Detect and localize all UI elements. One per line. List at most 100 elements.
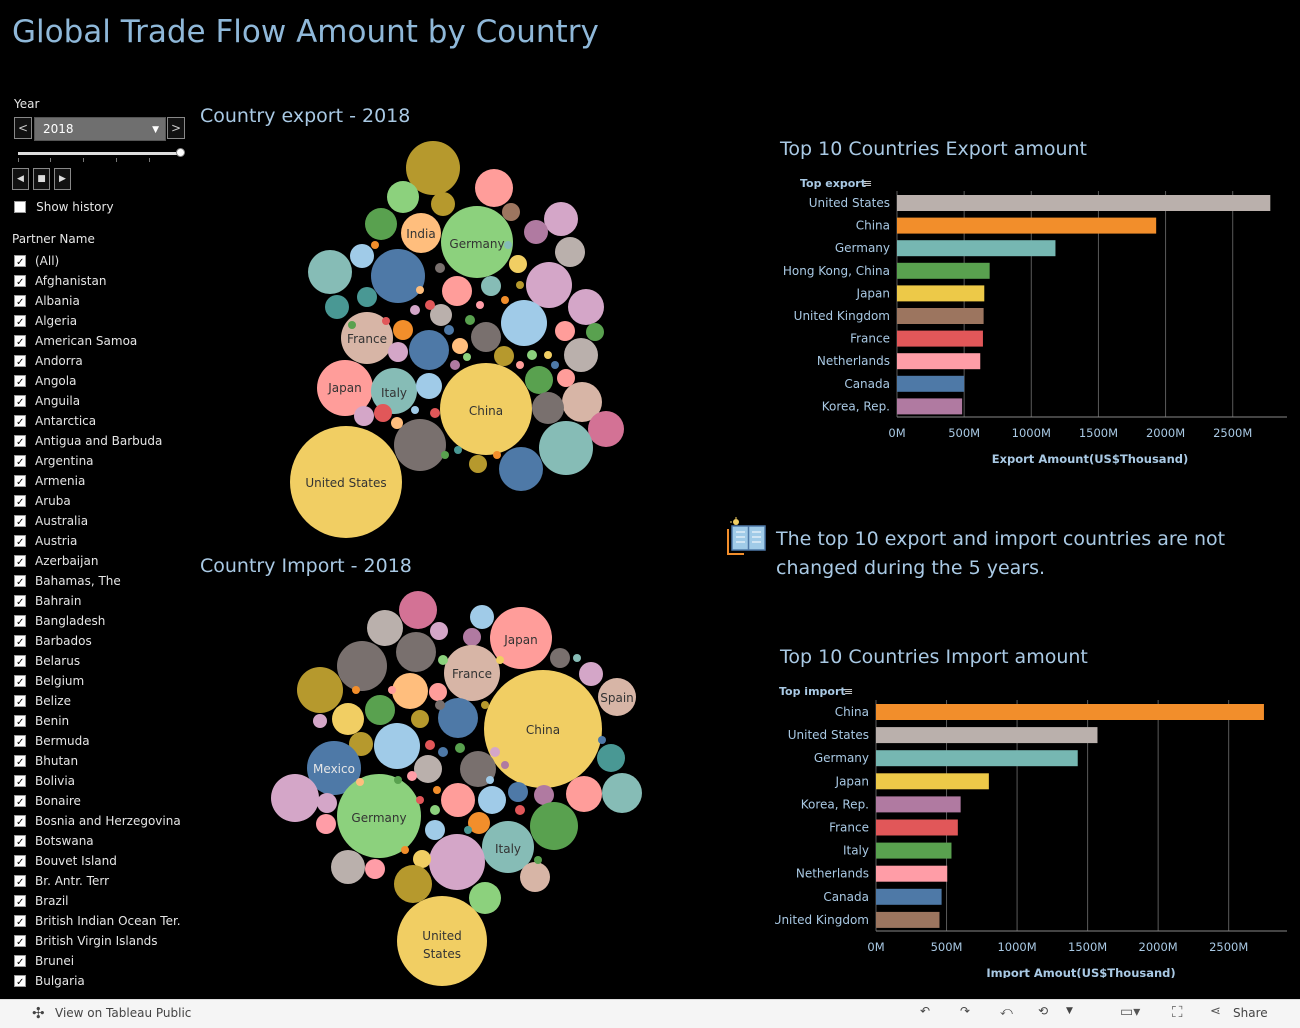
- bubble[interactable]: [475, 169, 513, 207]
- checkbox[interactable]: [14, 253, 26, 273]
- show-history-toggle[interactable]: Show history: [14, 196, 114, 214]
- bar[interactable]: [876, 704, 1264, 720]
- checkbox[interactable]: [14, 313, 26, 333]
- checkbox[interactable]: [14, 613, 26, 633]
- year-next-button[interactable]: >: [167, 117, 185, 139]
- share-icon[interactable]: ⋖: [1210, 1004, 1221, 1019]
- partner-filter-item[interactable]: Barbados: [14, 630, 194, 653]
- partner-filter-item[interactable]: Bonaire: [14, 790, 194, 813]
- partner-filter-item[interactable]: Brazil: [14, 890, 194, 913]
- bar[interactable]: [897, 262, 990, 279]
- checkbox[interactable]: [14, 653, 26, 673]
- bubble[interactable]: [588, 411, 624, 447]
- bar[interactable]: [876, 796, 961, 813]
- partner-filter-item[interactable]: Bouvet Island: [14, 850, 194, 873]
- checkbox[interactable]: [14, 453, 26, 473]
- bubble[interactable]: [430, 304, 452, 326]
- bar[interactable]: [897, 240, 1056, 257]
- partner-filter-item[interactable]: Azerbaijan: [14, 550, 194, 573]
- bar[interactable]: [897, 195, 1271, 211]
- checkbox[interactable]: [14, 353, 26, 373]
- fullscreen-icon[interactable]: ⛶: [1172, 1003, 1183, 1021]
- comment-icon[interactable]: ▭▾: [1120, 1004, 1141, 1020]
- bar[interactable]: [876, 865, 948, 882]
- year-prev-button[interactable]: <: [14, 117, 32, 139]
- bubble[interactable]: [416, 373, 442, 399]
- checkbox[interactable]: [14, 273, 26, 293]
- partner-filter-item[interactable]: Bosnia and Herzegovina: [14, 810, 194, 833]
- bubble[interactable]: [409, 330, 449, 370]
- bubble[interactable]: [452, 338, 468, 354]
- undo-icon[interactable]: ↶: [920, 1004, 931, 1018]
- bar[interactable]: [876, 819, 958, 836]
- import-bar-chart[interactable]: Top import≡ 0M 500M 1000M 1500M 2000M 2500M Chi…: [775, 678, 1290, 978]
- partner-filter-item[interactable]: British Virgin Islands: [14, 930, 194, 953]
- bubble[interactable]: [325, 295, 349, 319]
- bubble[interactable]: [502, 203, 520, 221]
- bubble[interactable]: [501, 300, 547, 346]
- bar[interactable]: [876, 727, 1098, 744]
- checkbox[interactable]: [14, 533, 26, 553]
- bubble[interactable]: [317, 360, 373, 416]
- checkbox[interactable]: [14, 913, 26, 933]
- bubble[interactable]: [555, 321, 575, 341]
- bubble[interactable]: [539, 421, 593, 475]
- sort-icon[interactable]: ≡: [844, 685, 853, 698]
- partner-filter-item[interactable]: Algeria: [14, 310, 194, 333]
- checkbox[interactable]: [14, 693, 26, 713]
- partner-filter-item[interactable]: (All): [14, 250, 194, 273]
- partner-filter-item[interactable]: Austria: [14, 530, 194, 553]
- bubble[interactable]: [393, 320, 413, 340]
- partner-filter-item[interactable]: Belize: [14, 690, 194, 713]
- chevron-down-icon[interactable]: ▼: [1066, 1006, 1073, 1016]
- bubble[interactable]: [440, 363, 532, 455]
- partner-filter-item[interactable]: Bolivia: [14, 770, 194, 793]
- checkbox[interactable]: [14, 493, 26, 513]
- partner-filter-item[interactable]: Benin: [14, 710, 194, 733]
- step-forward-button[interactable]: ▶: [54, 168, 71, 190]
- bubble[interactable]: [365, 208, 397, 240]
- checkbox[interactable]: [14, 833, 26, 853]
- checkbox[interactable]: [14, 553, 26, 573]
- checkbox[interactable]: [14, 333, 26, 353]
- bubble[interactable]: [391, 417, 403, 429]
- bubble[interactable]: [494, 346, 514, 366]
- bubble[interactable]: [568, 289, 604, 325]
- bubble[interactable]: [557, 369, 575, 387]
- checkbox[interactable]: [14, 473, 26, 493]
- bubble[interactable]: [555, 237, 585, 267]
- partner-filter-item[interactable]: Australia: [14, 510, 194, 533]
- partner-filter-item[interactable]: Bermuda: [14, 730, 194, 753]
- partner-filter-item[interactable]: Brunei: [14, 950, 194, 973]
- year-slider[interactable]: [18, 152, 182, 162]
- bubble[interactable]: [526, 262, 572, 308]
- partner-filter-item[interactable]: Afghanistan: [14, 270, 194, 293]
- bubble[interactable]: [357, 287, 377, 307]
- bubble[interactable]: [532, 392, 564, 424]
- checkbox[interactable]: [14, 413, 26, 433]
- bar[interactable]: [897, 217, 1157, 234]
- checkbox[interactable]: [14, 733, 26, 753]
- bar[interactable]: [897, 353, 981, 370]
- partner-filter-item[interactable]: Bulgaria: [14, 970, 194, 993]
- partner-filter-item[interactable]: Angola: [14, 370, 194, 393]
- dimension-header[interactable]: Top export: [800, 177, 866, 190]
- bubble[interactable]: [374, 404, 392, 422]
- bar[interactable]: [897, 375, 965, 392]
- bubble[interactable]: [562, 382, 602, 422]
- bubble[interactable]: [499, 447, 543, 491]
- bubble[interactable]: [471, 322, 501, 352]
- checkbox[interactable]: [14, 633, 26, 653]
- partner-filter-item[interactable]: Armenia: [14, 470, 194, 493]
- partner-filter-item[interactable]: American Samoa: [14, 330, 194, 353]
- bubble[interactable]: [371, 249, 425, 303]
- checkbox[interactable]: [14, 813, 26, 833]
- stop-button[interactable]: ■: [33, 168, 50, 190]
- bubble[interactable]: [469, 455, 487, 473]
- bubble[interactable]: [586, 323, 604, 341]
- bubble[interactable]: [431, 192, 455, 216]
- partner-filter-item[interactable]: Bhutan: [14, 750, 194, 773]
- checkbox[interactable]: [14, 953, 26, 973]
- year-slider-handle[interactable]: [176, 148, 185, 157]
- bubble[interactable]: [564, 338, 598, 372]
